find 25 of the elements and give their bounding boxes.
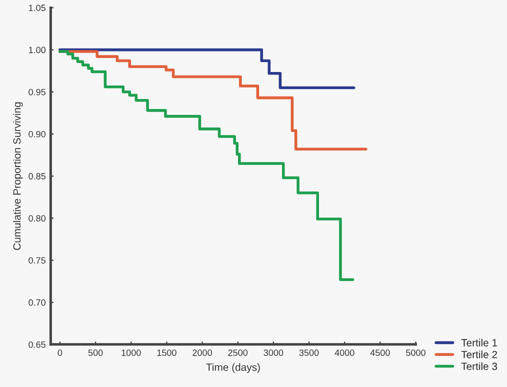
x-tick-label: 5000 [406, 350, 426, 356]
y-tick-label: 0.75 [28, 257, 46, 264]
y-tick-label: 1.00 [28, 46, 46, 54]
legend-label: Tertile 2 [461, 350, 498, 358]
legend-label: Tertile 3 [461, 362, 498, 370]
x-tick-label: 1500 [157, 350, 176, 356]
x-tick-label: 1000 [122, 350, 141, 356]
x-tick-label: 4500 [370, 350, 390, 356]
y-tick-label: 1.05 [28, 4, 46, 12]
y-tick-label: 0.65 [28, 341, 46, 348]
y-tick-label: 0.90 [28, 130, 46, 138]
y-tick-label: 0.85 [28, 173, 46, 180]
x-tick-label: 3500 [299, 350, 319, 356]
x-tick-label: 0 [58, 350, 62, 356]
y-axis-title: Cumulative Proportion Surviving [13, 102, 23, 250]
y-tick-label: 0.70 [28, 299, 46, 306]
y-tick-label: 0.80 [28, 215, 46, 222]
x-tick-label: 4000 [334, 350, 354, 356]
x-tick-label: 2500 [228, 350, 248, 356]
y-tick-label: 0.95 [28, 88, 46, 96]
legend-label: Tertile 1 [461, 338, 498, 346]
x-tick-label: 2000 [192, 350, 212, 356]
x-axis-title: Time (days) [206, 363, 260, 373]
x-tick-label: 500 [88, 350, 103, 356]
x-tick-label: 3000 [264, 350, 284, 356]
